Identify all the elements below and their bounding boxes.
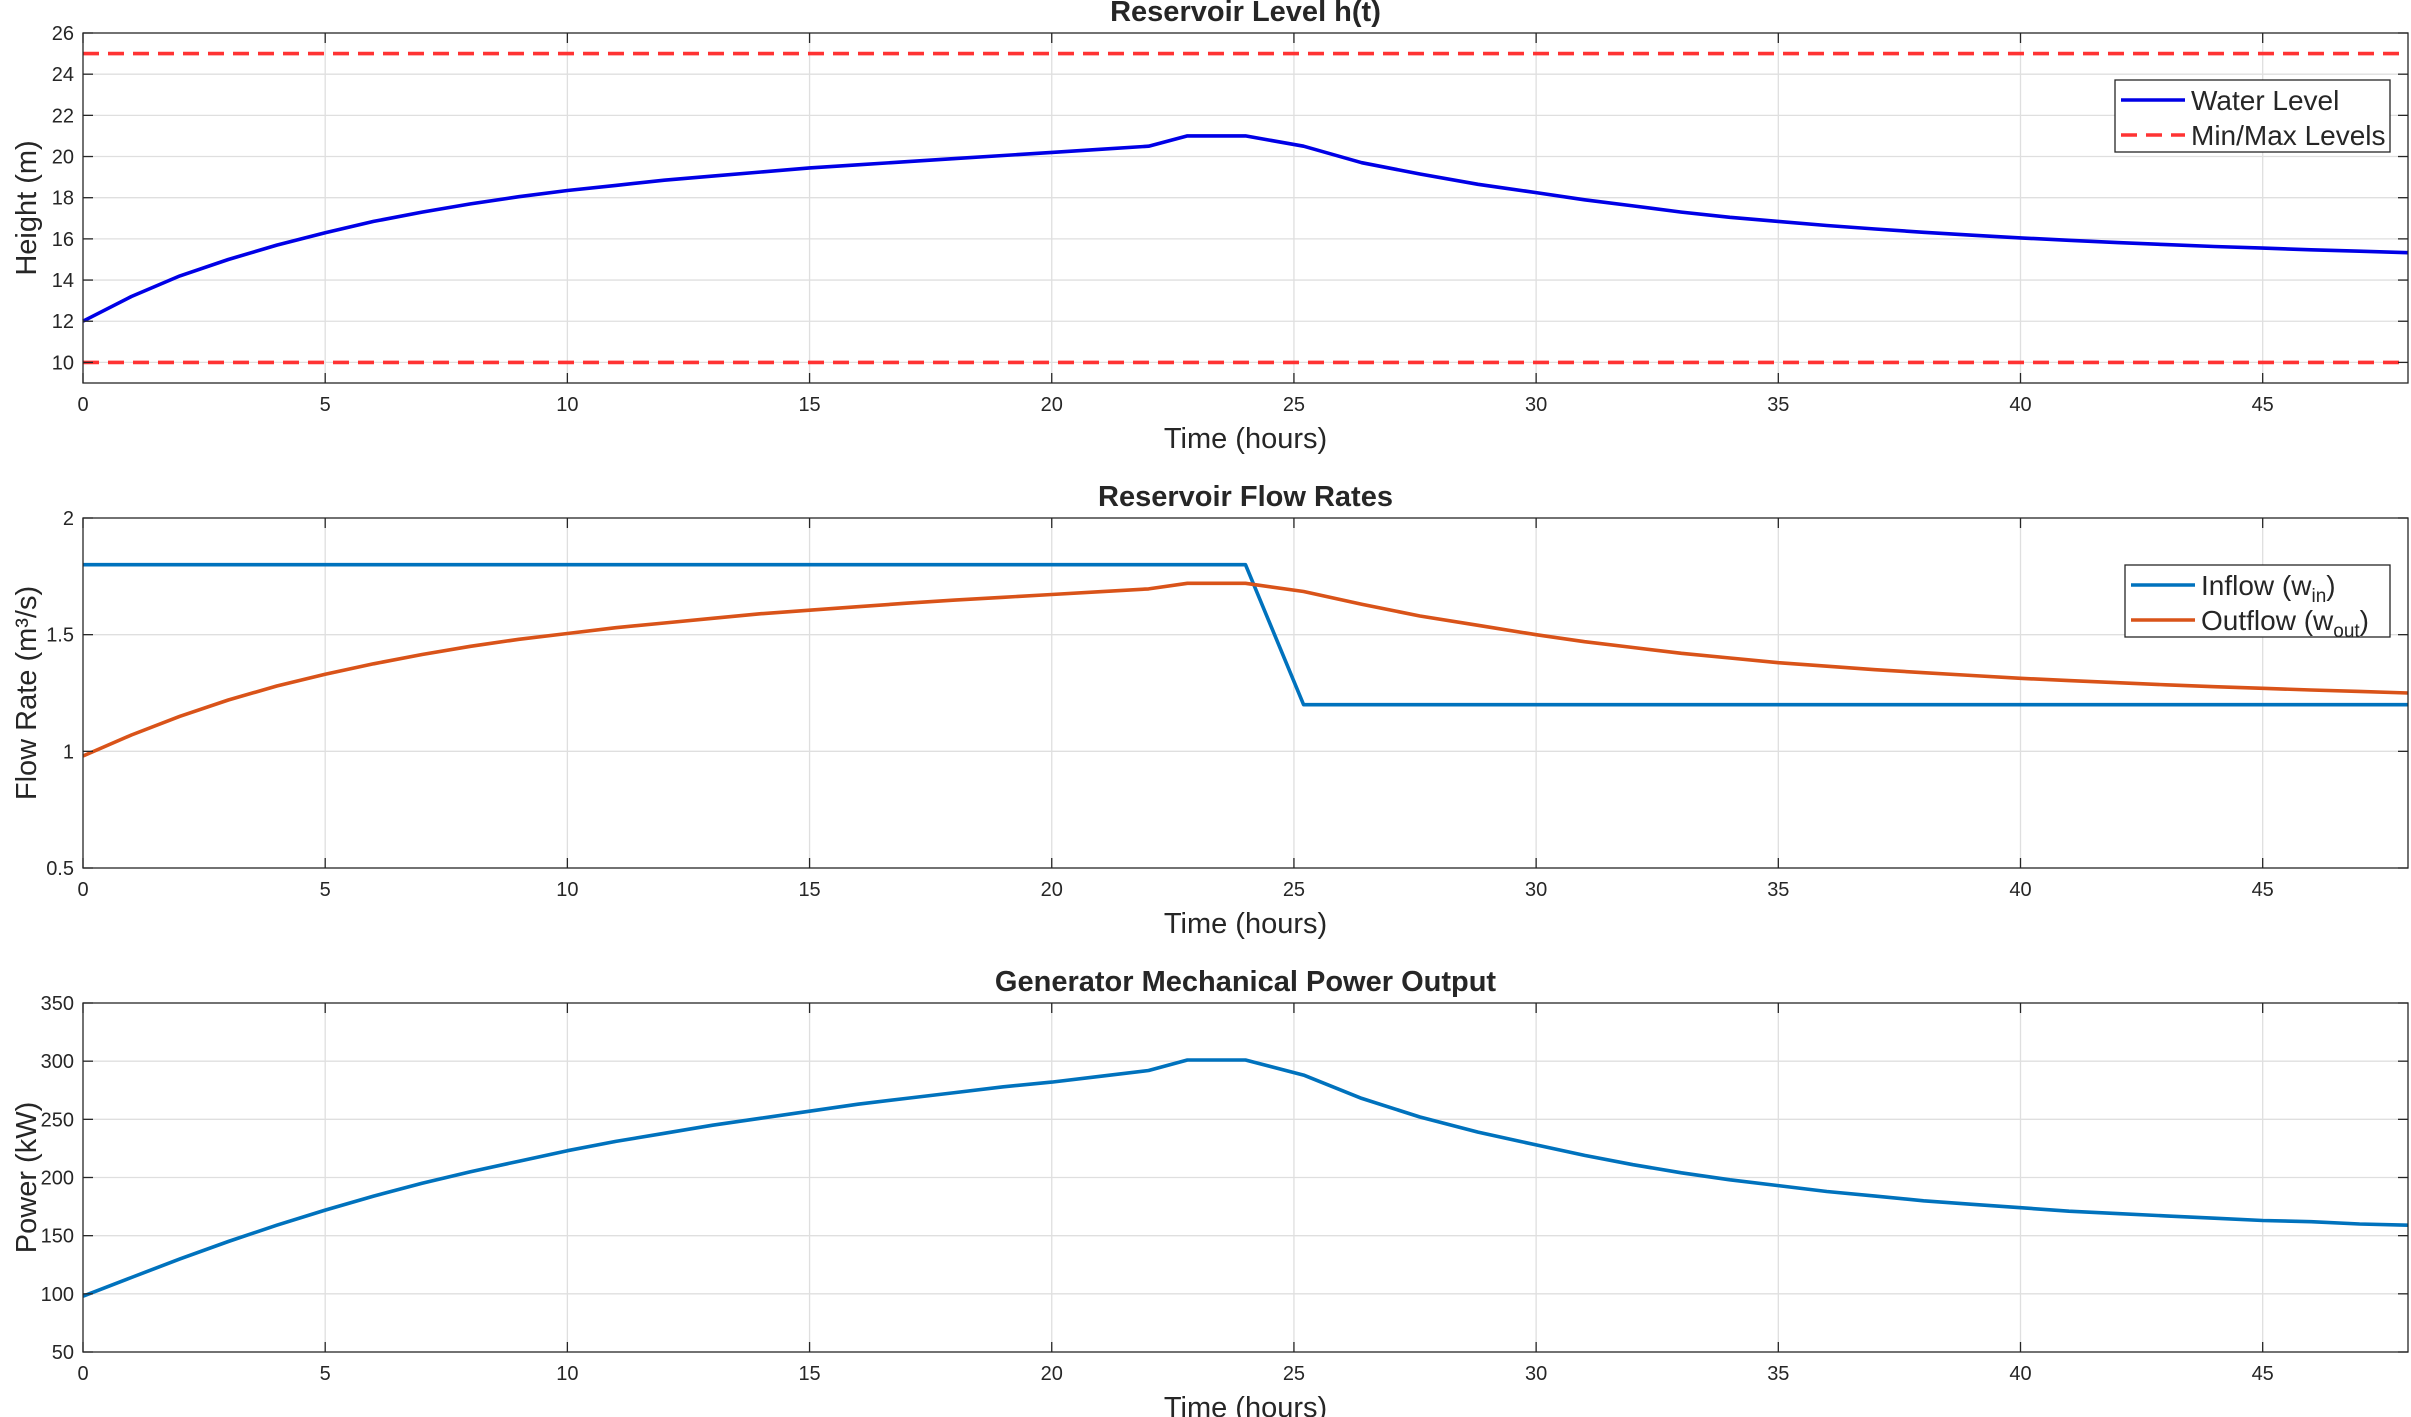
plot-area [83, 518, 2408, 868]
y-tick-label: 100 [41, 1284, 74, 1306]
y-axis-label: Power (kW) [11, 1102, 43, 1253]
y-tick-label: 350 [41, 993, 74, 1015]
x-tick-label: 15 [798, 879, 820, 901]
legend-label: Inflow (win) [2201, 570, 2336, 607]
y-tick-label: 2 [63, 508, 74, 530]
x-tick-label: 0 [77, 879, 88, 901]
x-tick-label: 30 [1525, 1363, 1547, 1385]
x-tick-label: 30 [1525, 879, 1547, 901]
y-tick-label: 0.5 [46, 858, 74, 880]
x-tick-label: 5 [320, 394, 331, 416]
x-axis-label: Time (hours) [1164, 1392, 1327, 1417]
x-tick-label: 10 [556, 1363, 578, 1385]
x-tick-label: 5 [320, 1363, 331, 1385]
y-tick-label: 16 [52, 229, 74, 251]
plot-area [83, 33, 2408, 383]
x-tick-label: 40 [2009, 394, 2031, 416]
chart-title: Reservoir Flow Rates [1098, 481, 1393, 513]
axes-box [82, 517, 2409, 869]
x-tick-label: 20 [1041, 1363, 1063, 1385]
x-tick-label: 0 [77, 1363, 88, 1385]
y-tick-label: 18 [52, 188, 74, 210]
x-axis-label: Time (hours) [1164, 908, 1327, 940]
chart-panel-3: 0 5 10 15 20 25 30 35 40 45 50 100 150 200 250 300 350 Ge… [11, 966, 2409, 1417]
x-tick-label: 25 [1283, 879, 1305, 901]
x-tick-label: 40 [2009, 1363, 2031, 1385]
x-tick-label: 45 [2252, 394, 2274, 416]
y-tick-label: 250 [41, 1109, 74, 1131]
y-tick-label: 12 [52, 311, 74, 333]
x-tick-label: 25 [1283, 394, 1305, 416]
y-axis-label: Flow Rate (m³/s) [11, 586, 43, 800]
x-tick-label: 0 [77, 394, 88, 416]
x-tick-label: 30 [1525, 394, 1547, 416]
series-line-1 [83, 562, 2408, 707]
y-tick-label: 1.5 [46, 625, 74, 647]
legend-box [2124, 564, 2391, 638]
x-tick-label: 20 [1041, 879, 1063, 901]
legend: Water Level Min/Max Levels [2114, 79, 2391, 153]
series-line-1 [82, 134, 2409, 323]
chart-panel-2: 0 5 10 15 20 25 30 35 40 45 0.5 1 1.5 2 Reservoir Flow… [11, 481, 2409, 940]
chart-title: Generator Mechanical Power Output [995, 966, 1496, 998]
y-tick-label: 10 [52, 352, 74, 374]
legend-label: Min/Max Levels [2191, 120, 2386, 151]
y-tick-label: 150 [41, 1226, 74, 1248]
x-tick-label: 45 [2252, 1363, 2274, 1385]
series-line-1 [82, 1058, 2409, 1298]
legend: Inflow (win)Outflow (wout) [2124, 564, 2391, 642]
y-tick-label: 300 [41, 1051, 74, 1073]
x-tick-label: 5 [320, 879, 331, 901]
x-tick-label: 35 [1767, 394, 1789, 416]
x-tick-label: 20 [1041, 394, 1063, 416]
x-tick-label: 10 [556, 879, 578, 901]
y-axis-label: Height (m) [11, 140, 43, 275]
series-line-2 [82, 581, 2409, 758]
y-tick-label: 24 [52, 64, 74, 86]
y-tick-label: 14 [52, 270, 74, 292]
y-tick-label: 26 [52, 23, 74, 45]
axes-box [82, 32, 2409, 384]
legend-label: Water Level [2191, 85, 2339, 116]
y-tick-label: 1 [63, 741, 74, 763]
x-axis-label: Time (hours) [1164, 423, 1327, 455]
x-tick-label: 25 [1283, 1363, 1305, 1385]
x-tick-label: 45 [2252, 879, 2274, 901]
x-tick-label: 35 [1767, 879, 1789, 901]
y-tick-label: 20 [52, 147, 74, 169]
x-tick-label: 35 [1767, 1363, 1789, 1385]
x-tick-label: 15 [798, 1363, 820, 1385]
x-tick-label: 10 [556, 394, 578, 416]
chart-title: Reservoir Level h(t) [1110, 0, 1381, 28]
chart-panel-1: 0 5 10 15 20 25 30 35 40 45 10 12 14 16 18 20 22 24 26 Rese… [11, 0, 2409, 455]
legend-box [2114, 79, 2391, 153]
x-tick-label: 15 [798, 394, 820, 416]
y-tick-label: 200 [41, 1168, 74, 1190]
y-tick-label: 50 [52, 1342, 74, 1364]
x-tick-label: 40 [2009, 879, 2031, 901]
y-tick-label: 22 [52, 105, 74, 127]
